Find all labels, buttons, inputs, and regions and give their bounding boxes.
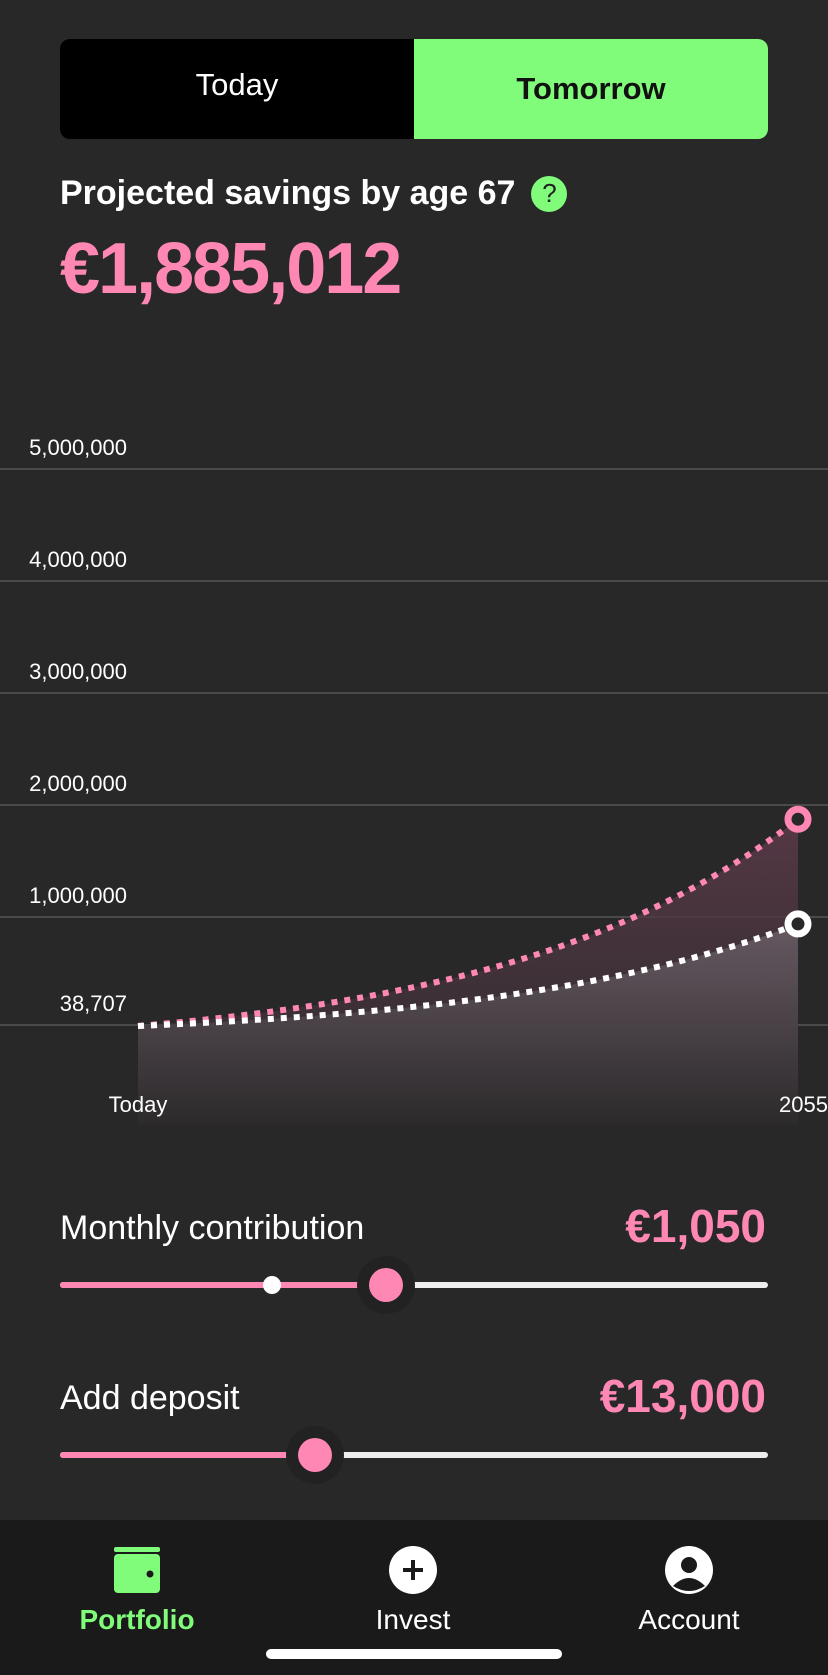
y-tick-label: 38,707: [60, 991, 127, 1016]
slider-fill: [60, 1282, 386, 1288]
nav-account-label: Account: [638, 1604, 740, 1635]
question-circle-icon[interactable]: ?: [531, 175, 568, 212]
y-tick-label: 5,000,000: [29, 435, 127, 460]
savings-chart: 5,000,000 4,000,000 3,000,000 2,000,000 1,00…: [0, 435, 828, 1125]
plus-circle-icon: [389, 1546, 437, 1594]
nav-portfolio-label: Portfolio: [79, 1604, 195, 1635]
nav-portfolio[interactable]: Portfolio: [37, 1546, 237, 1636]
x-label-end: 2055: [779, 1092, 828, 1117]
projected-amount: €1,885,012: [60, 229, 402, 309]
add-deposit-slider[interactable]: [60, 1426, 768, 1484]
monthly-contribution-label: Monthly contribution: [60, 1209, 365, 1247]
home-indicator[interactable]: [266, 1649, 562, 1659]
y-tick-label: 3,000,000: [29, 659, 127, 684]
nav-account[interactable]: Account: [589, 1546, 789, 1636]
projection-title-text: Projected savings by age 67: [60, 174, 516, 212]
x-label-today: Today: [109, 1092, 168, 1117]
add-deposit-label: Add deposit: [60, 1379, 240, 1417]
wallet-icon: [114, 1547, 160, 1593]
tab-today[interactable]: Today: [60, 39, 414, 139]
series-end-point: [784, 805, 812, 833]
slider-handle[interactable]: [285, 1426, 344, 1484]
y-tick-label: 1,000,000: [29, 883, 127, 908]
slider-fill: [60, 1452, 315, 1458]
monthly-contribution-slider[interactable]: [60, 1256, 768, 1314]
period-toggle[interactable]: Today Tomorrow: [60, 39, 768, 139]
add-deposit-value: €13,000: [599, 1370, 766, 1422]
current-value-marker: [263, 1276, 282, 1294]
series-end-point: [784, 910, 812, 938]
user-circle-icon: [665, 1546, 713, 1594]
projection-title: Projected savings by age 67 ?: [60, 174, 568, 213]
y-tick-label: 2,000,000: [29, 771, 127, 796]
nav-invest[interactable]: Invest: [313, 1546, 513, 1636]
tab-tomorrow[interactable]: Tomorrow: [414, 39, 768, 139]
monthly-contribution-value: €1,050: [625, 1200, 766, 1252]
y-tick-label: 4,000,000: [29, 547, 127, 572]
nav-invest-label: Invest: [375, 1604, 451, 1635]
slider-handle[interactable]: [356, 1256, 415, 1314]
